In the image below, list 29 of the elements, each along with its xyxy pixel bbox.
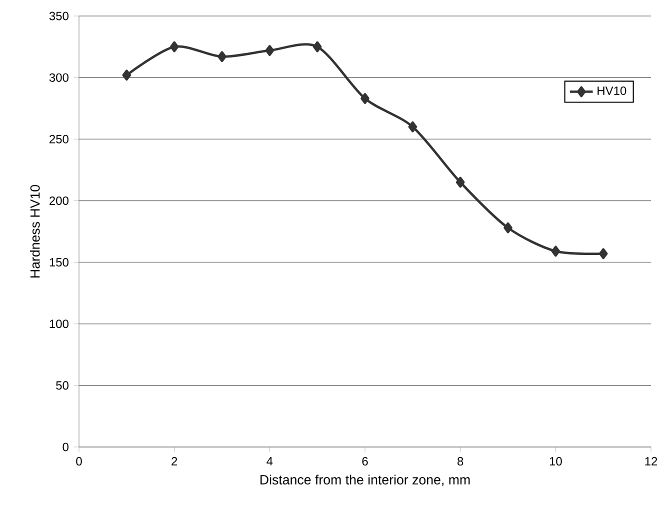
point bbox=[170, 41, 179, 52]
point bbox=[265, 45, 274, 56]
y-tick-label: 350 bbox=[49, 12, 68, 20]
x-axis-title: Distance from the interior zone, mm bbox=[260, 474, 470, 486]
y-tick-label: 200 bbox=[50, 196, 68, 205]
x-tick-label: 2 bbox=[172, 457, 178, 466]
y-tick-label: 50 bbox=[56, 381, 68, 390]
y-tick-label: 250 bbox=[50, 134, 68, 144]
x-tick-label: 10 bbox=[550, 457, 562, 466]
point bbox=[598, 248, 608, 260]
point bbox=[218, 51, 226, 62]
legend-label: HV10 bbox=[598, 86, 626, 96]
point bbox=[360, 93, 370, 104]
x-tick-label: 0 bbox=[76, 457, 82, 466]
x-tick-label: 12 bbox=[645, 457, 658, 466]
x-tick-label: 8 bbox=[458, 457, 464, 466]
y-tick-label: 150 bbox=[50, 258, 68, 267]
point bbox=[504, 222, 512, 234]
y-tick-label: 300 bbox=[49, 73, 68, 82]
x-tick-label: 6 bbox=[362, 457, 368, 466]
x-tick-label: 4 bbox=[266, 457, 273, 466]
y-tick-label: 0 bbox=[62, 442, 68, 452]
point bbox=[408, 121, 418, 132]
y-axis-title: Hardness HV10 bbox=[30, 184, 40, 278]
point bbox=[456, 176, 465, 188]
point bbox=[122, 70, 132, 81]
y-tick-label: 100 bbox=[50, 320, 68, 328]
point bbox=[551, 246, 560, 257]
point bbox=[312, 41, 322, 52]
